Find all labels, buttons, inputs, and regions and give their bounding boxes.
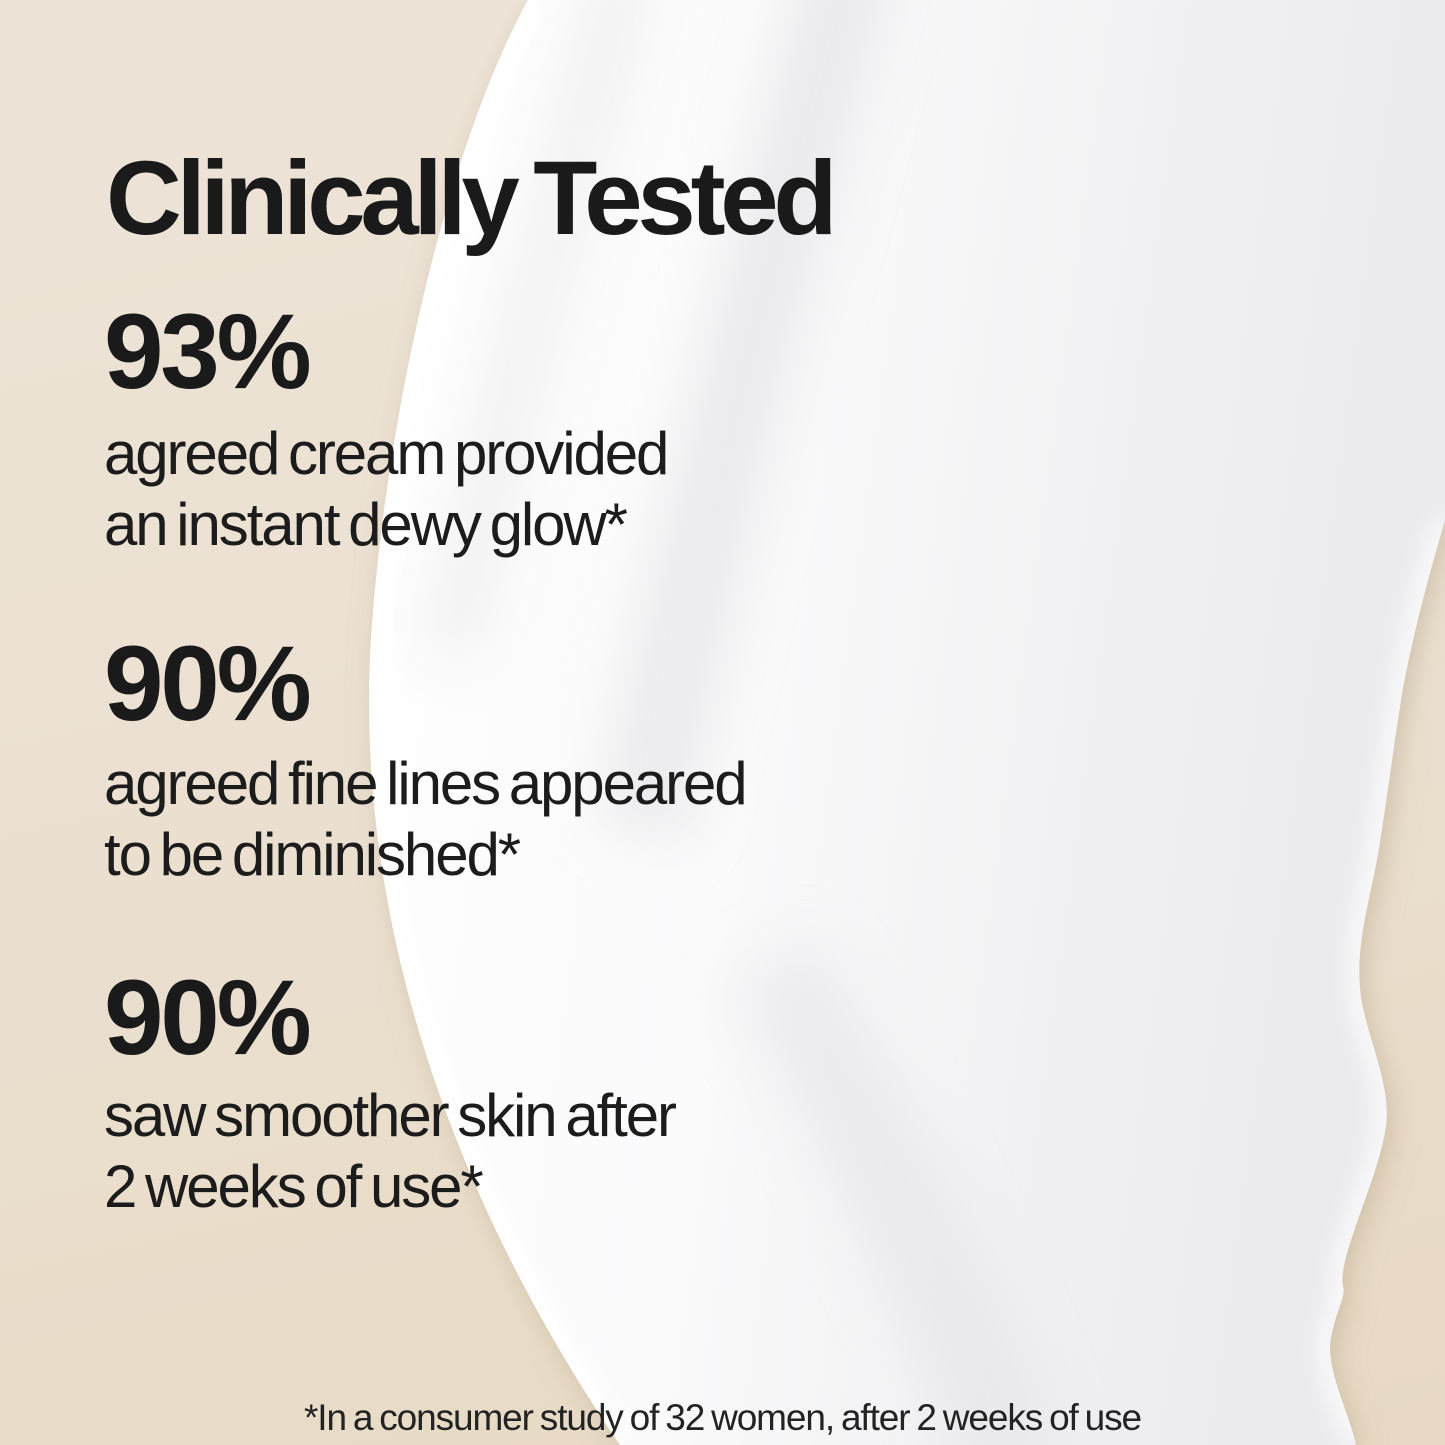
stat-description-1-line-2: an instant dewy glow* [104, 491, 628, 558]
stat-value-2: 90% [104, 623, 312, 743]
swatch-fold-shade-lower [732, 938, 1061, 1445]
stat-description-3: saw smoother skin after 2 weeks of use* [104, 1080, 677, 1222]
stat-description-1-line-1: agreed cream provided [104, 420, 669, 487]
stat-description-3-line-1: saw smoother skin after [104, 1082, 677, 1149]
stat-description-3-line-2: 2 weeks of use* [104, 1153, 484, 1220]
swatch-fold-shade-upper [601, 0, 897, 838]
stat-description-2-line-1: agreed fine lines appeared [104, 750, 748, 817]
stat-description-1: agreed cream provided an instant dewy gl… [104, 418, 669, 560]
stat-value-3: 90% [104, 957, 312, 1077]
study-footnote: *In a consumer study of 32 women, after … [303, 1397, 1142, 1438]
stat-value-1: 93% [104, 291, 312, 411]
cream-swatch-shape [369, 0, 1445, 1445]
stat-description-2: agreed fine lines appeared to be diminis… [104, 748, 748, 890]
page-title: Clinically Tested [106, 140, 838, 258]
stat-description-2-line-2: to be diminished* [104, 821, 521, 888]
swatch-fold-shade-inner [421, 0, 655, 667]
